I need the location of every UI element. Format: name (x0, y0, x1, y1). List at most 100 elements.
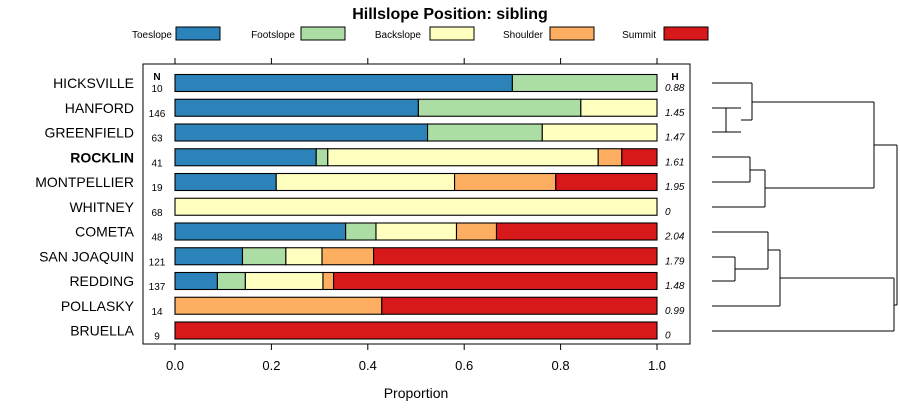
bar-segment-backslope (327, 148, 599, 167)
bar-segment-summit (381, 296, 658, 315)
bar-segment-shoulder (454, 172, 557, 192)
h-value: 0.99 (665, 306, 685, 317)
x-tick-label: 1.0 (648, 358, 666, 373)
h-value: 1.79 (665, 256, 685, 267)
dendrogram (712, 82, 898, 332)
bar-segment-shoulder (322, 271, 335, 291)
row-hanford: HANFORD 146 1.45 (65, 98, 685, 120)
bar-segment-toeslope (174, 123, 429, 142)
soil-label: MONTPELLIER (35, 174, 134, 190)
n-value: 146 (149, 109, 166, 120)
h-value: 1.45 (665, 108, 685, 119)
n-value: 121 (149, 257, 166, 268)
x-axis: 0.0 0.2 0.4 0.6 0.8 1.0 (166, 58, 666, 373)
row-greenfield: GREENFIELD 63 1.47 (45, 123, 685, 145)
legend-label-footslope: Footslope (251, 30, 295, 41)
bar-segment-summit (621, 148, 658, 167)
bar-segment-summit (373, 247, 658, 266)
legend-swatch-summit (663, 26, 709, 41)
soil-label: BRUELLA (70, 323, 134, 339)
n-value: 10 (151, 84, 163, 95)
x-tick-label: 0.8 (552, 358, 570, 373)
bar-segment-footslope (241, 247, 287, 266)
soil-label: ROCKLIN (70, 149, 134, 165)
row-hicksville: HICKSVILLE 10 0.88 (53, 73, 685, 95)
bar-segment-toeslope (174, 271, 218, 291)
bar-segment-backslope (541, 123, 658, 142)
h-value: 2.04 (664, 232, 685, 243)
plot-frame (142, 63, 691, 345)
bar-segment-footslope (427, 123, 543, 142)
soil-label: HICKSVILLE (53, 75, 134, 91)
bar-segment-footslope (417, 98, 582, 117)
row-whitney: WHITNEY 68 0 (69, 197, 671, 219)
n-value: 48 (151, 233, 163, 244)
h-value: 1.47 (665, 133, 685, 144)
x-axis-label: Proportion (384, 385, 449, 401)
row-montpellier: MONTPELLIER 19 1.95 (35, 172, 685, 194)
bar-segment-summit (495, 222, 658, 241)
bar-segment-footslope (315, 148, 329, 167)
h-value: 1.61 (665, 157, 684, 168)
n-value: 137 (149, 282, 166, 293)
row-cometa: COMETA 48 2.04 (75, 222, 685, 244)
row-san-joaquin: SAN JOAQUIN 121 1.79 (39, 247, 685, 268)
soil-label: COMETA (75, 224, 135, 240)
legend-swatch-shoulder (549, 26, 595, 41)
legend-swatch-backslope (429, 26, 475, 41)
legend-swatch-toeslope (175, 26, 221, 41)
h-value: 0 (665, 331, 671, 342)
n-value: 68 (151, 208, 163, 219)
bar-segment-summit (333, 271, 658, 291)
bar-segment-backslope (375, 222, 458, 241)
h-value: 1.48 (665, 281, 685, 292)
bar-segment-footslope (511, 73, 658, 93)
bar-segment-toeslope (174, 148, 317, 167)
soil-label: REDDING (69, 273, 134, 289)
legend: Toeslope Footslope Backslope Shoulder Summit (132, 26, 709, 41)
row-bruella: BRUELLA 9 0 (70, 321, 671, 343)
soil-label: WHITNEY (69, 199, 134, 215)
bar-segment-backslope (174, 197, 658, 216)
bar-segment-shoulder (597, 148, 623, 167)
legend-label-shoulder: Shoulder (503, 30, 544, 41)
legend-label-backslope: Backslope (375, 30, 422, 41)
bar-segment-summit (555, 172, 658, 192)
bar-segment-toeslope (174, 98, 419, 117)
bar-segment-backslope (285, 247, 323, 266)
n-value: 14 (151, 307, 163, 318)
bar-segment-shoulder (321, 247, 375, 266)
h-value: 0.88 (665, 83, 685, 94)
bar-segment-backslope (244, 271, 324, 291)
h-value: 0 (665, 207, 671, 218)
soil-label: HANFORD (65, 100, 134, 116)
x-tick-label: 0.2 (262, 358, 280, 373)
bar-segment-toeslope (174, 172, 277, 192)
row-rocklin: ROCKLIN 41 1.61 (70, 148, 684, 169)
n-value: 9 (154, 332, 160, 343)
bar-segment-backslope (275, 172, 456, 192)
soil-label: GREENFIELD (45, 125, 134, 141)
n-value: 19 (151, 183, 163, 194)
n-value: 41 (151, 158, 163, 169)
soil-label: POLLASKY (61, 298, 135, 314)
bar-segment-footslope (345, 222, 377, 241)
bar-segment-toeslope (174, 73, 513, 93)
legend-label-toeslope: Toeslope (132, 30, 172, 41)
row-redding: REDDING 137 1.48 (69, 271, 685, 293)
n-value: 63 (151, 134, 163, 145)
bar-segment-toeslope (174, 222, 347, 241)
legend-swatch-footslope (300, 26, 346, 41)
legend-label-summit: Summit (622, 30, 656, 41)
x-tick-label: 0.6 (455, 358, 473, 373)
bar-segment-backslope (580, 98, 658, 117)
bar-segment-shoulder (455, 222, 498, 241)
n-column-header: N (153, 72, 160, 83)
bar-segment-footslope (216, 271, 246, 291)
soil-label: SAN JOAQUIN (39, 248, 134, 264)
h-value: 1.95 (665, 182, 685, 193)
chart-title: Hillslope Position: sibling (352, 6, 548, 23)
x-tick-label: 0.4 (359, 358, 377, 373)
bar-segment-summit (174, 321, 658, 340)
